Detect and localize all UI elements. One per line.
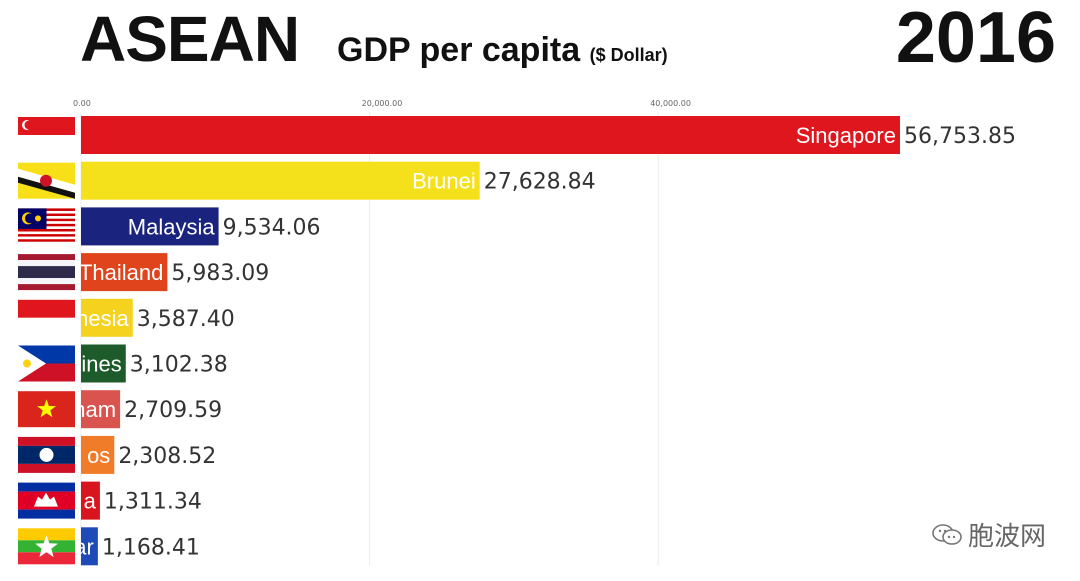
chart-subtitle: GDP per capita ($ Dollar)	[337, 30, 668, 75]
x-tick-label: 40,000.00	[650, 99, 691, 108]
bar-label: Singapore	[796, 123, 896, 148]
bar-myanmar	[81, 527, 98, 566]
value-label: 27,628.84	[484, 170, 596, 195]
bar-indonesia	[81, 298, 133, 337]
year-label: 2016	[895, 0, 1056, 78]
subtitle-text: GDP per capita	[337, 31, 581, 69]
value-label: 56,753.85	[904, 124, 1016, 149]
laos-flag-icon	[18, 436, 75, 473]
bar-label: Malaysia	[128, 214, 216, 239]
bar-label: os	[87, 443, 110, 468]
bar-vietnam	[81, 390, 121, 429]
bar-malaysia	[81, 207, 219, 246]
chart-title: ASEAN	[80, 3, 300, 75]
bar-label: nam	[73, 397, 116, 422]
bar-label: nesia	[76, 306, 129, 331]
indonesia-flag-icon	[18, 299, 75, 336]
x-tick-label: 20,000.00	[362, 99, 403, 108]
value-label: 1,311.34	[104, 490, 202, 515]
bar-label: ines	[81, 352, 121, 377]
brunei-flag-icon	[18, 162, 75, 199]
myanmar-flag-icon	[18, 528, 75, 565]
flags-layer	[18, 117, 75, 565]
bar-brunei	[81, 161, 480, 200]
philippines-flag-icon	[18, 345, 75, 382]
bar-thailand	[81, 253, 168, 292]
watermark: 胞波网	[932, 516, 1046, 553]
cambodia-flag-icon	[18, 482, 75, 519]
bar-label: ar	[74, 534, 94, 559]
value-label: 3,587.40	[137, 307, 235, 332]
bar-label: Brunei	[412, 169, 476, 194]
bar-laos	[81, 435, 115, 474]
bars-layer: Singapore 56,753.85 Brunei 27,628.84 Malaysi…	[73, 116, 1016, 566]
chat-bubbles-icon	[932, 523, 962, 545]
value-label: 3,102.38	[130, 353, 228, 378]
vietnam-flag-icon	[18, 391, 75, 428]
thailand-flag-icon	[18, 254, 75, 291]
bar-label: a	[84, 489, 97, 514]
value-label: 2,308.52	[118, 444, 216, 469]
bar-label: Thailand	[79, 260, 163, 285]
value-label: 5,983.09	[171, 261, 269, 286]
value-label: 9,534.06	[223, 215, 321, 240]
unit-label: ($ Dollar)	[589, 45, 668, 65]
value-label: 1,168.41	[102, 535, 200, 560]
bar-philippines	[81, 344, 126, 383]
x-tick-label: 0.00	[73, 99, 91, 108]
watermark-text: 胞波网	[967, 522, 1046, 552]
singapore-flag-icon	[18, 117, 75, 153]
bar-cambodia	[81, 481, 100, 520]
bar-singapore	[81, 116, 900, 154]
malaysia-flag-icon	[18, 208, 75, 245]
value-label: 2,709.59	[124, 398, 222, 423]
